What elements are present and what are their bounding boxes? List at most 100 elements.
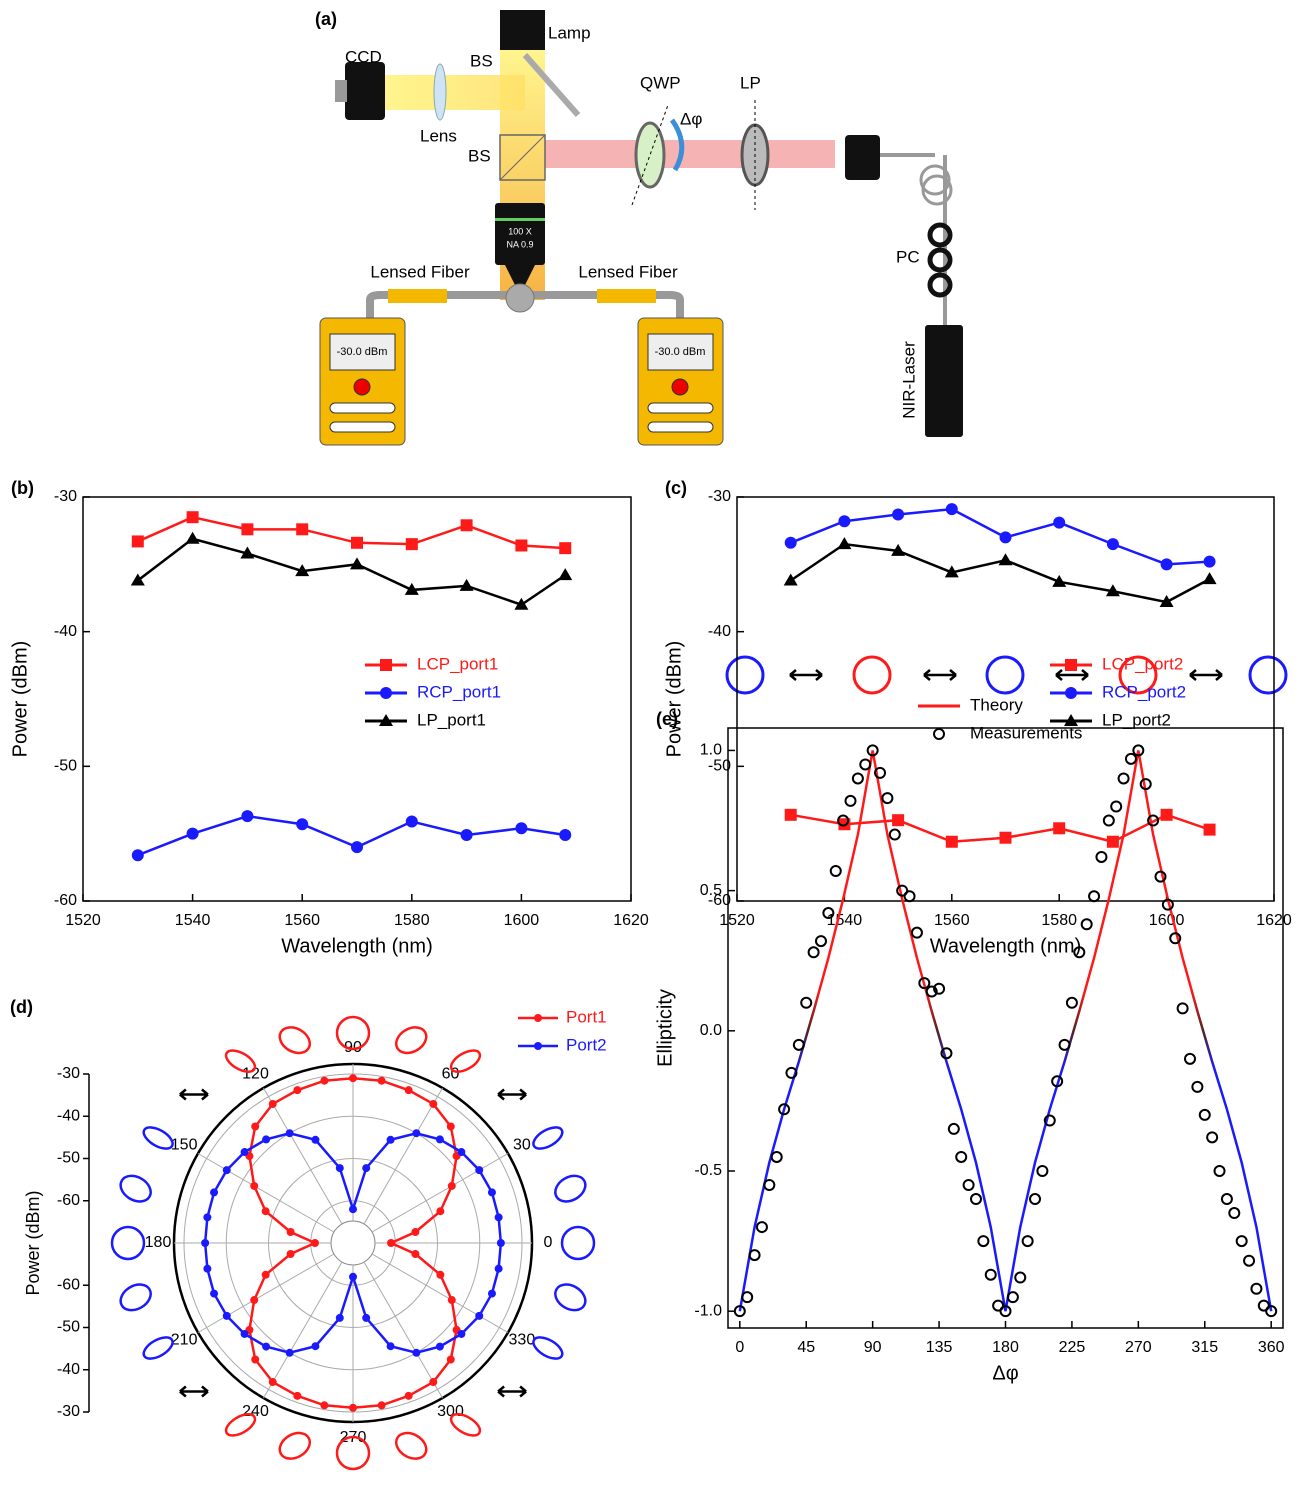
marker (1030, 1194, 1040, 1204)
marker (515, 539, 527, 551)
marker (132, 535, 144, 547)
marker (349, 1074, 357, 1082)
marker (559, 542, 571, 554)
x-tick-label: 1540 (827, 912, 863, 929)
marker (296, 818, 308, 830)
marker (349, 1205, 357, 1213)
marker (750, 1250, 760, 1260)
marker (1204, 824, 1216, 836)
marker (1200, 1110, 1210, 1120)
state-icon (530, 1333, 566, 1363)
marker (241, 523, 253, 535)
marker (497, 1239, 505, 1247)
x-tick-label: 360 (1258, 1339, 1285, 1356)
marker (475, 1166, 483, 1174)
marker (1065, 659, 1077, 671)
marker (1126, 754, 1136, 764)
x-axis-title: Δφ (992, 1362, 1018, 1384)
marker (905, 891, 915, 901)
y-axis-title: Power (dBm) (663, 641, 685, 758)
marker (311, 1342, 319, 1350)
y-tick-label: 0.0 (700, 1022, 722, 1039)
marker (262, 1135, 270, 1143)
laser-beam (545, 140, 835, 168)
marker (406, 538, 418, 550)
marker (837, 537, 851, 549)
marker (1161, 558, 1173, 570)
polarization-icon (854, 657, 890, 693)
r-tick-label: -60 (57, 1192, 80, 1209)
marker (250, 1296, 258, 1304)
lens (434, 64, 446, 120)
marker (223, 1312, 231, 1320)
marker (448, 1296, 456, 1304)
x-tick-label: 225 (1059, 1339, 1086, 1356)
marker (387, 1239, 395, 1247)
marker (1229, 1208, 1239, 1218)
marker (846, 796, 856, 806)
r-tick-label: -40 (57, 1107, 80, 1124)
state-icon (116, 1279, 155, 1315)
y-tick-label: 1.0 (700, 742, 722, 759)
component-label: BS (468, 146, 491, 165)
marker (515, 822, 527, 834)
polarization-icon (1250, 657, 1286, 693)
x-tick-label: 1620 (613, 912, 649, 929)
r-tick-label: -30 (57, 1403, 80, 1420)
fiber-collimator (845, 135, 880, 180)
marker (1111, 802, 1121, 812)
marker (460, 579, 474, 591)
marker (1244, 1256, 1254, 1266)
marker (1053, 517, 1065, 529)
marker (447, 1122, 455, 1130)
ccd-back (335, 80, 347, 102)
marker (999, 553, 1013, 565)
marker (488, 1290, 496, 1298)
marker (351, 841, 363, 853)
x-axis-title: Wavelength (nm) (281, 935, 433, 957)
x-tick-label: 45 (797, 1339, 815, 1356)
marker (794, 1040, 804, 1050)
marker (203, 1265, 211, 1273)
panel-label: (e) (656, 709, 678, 729)
marker (853, 773, 863, 783)
x-tick-label: 135 (926, 1339, 953, 1356)
marker (801, 998, 811, 1008)
meter-key (648, 403, 713, 413)
marker (1037, 1166, 1047, 1176)
marker (785, 809, 797, 821)
marker (411, 1228, 419, 1236)
marker (349, 1404, 357, 1412)
x-tick-label: 1620 (1256, 912, 1292, 929)
marker (203, 1213, 211, 1221)
marker (1237, 1236, 1247, 1246)
component-label: CCD (345, 47, 382, 66)
polarization-icon (790, 670, 822, 680)
state-icon (275, 1428, 314, 1464)
x-tick-label: 1560 (284, 912, 320, 929)
marker (436, 1207, 444, 1215)
marker (1060, 1040, 1070, 1050)
legend-label: Port1 (566, 1007, 607, 1026)
marker (378, 1401, 386, 1409)
component-label: Lamp (548, 23, 591, 42)
x-tick-label: 1600 (504, 912, 540, 929)
marker (946, 503, 958, 515)
panel-label: (b) (11, 478, 34, 498)
component-label: Lensed Fiber (578, 262, 678, 281)
marker (964, 1180, 974, 1190)
marker (860, 759, 870, 769)
marker (912, 928, 922, 938)
r-axis-title: Power (dBm) (23, 1190, 43, 1295)
marker (1185, 1054, 1195, 1064)
marker (411, 1250, 419, 1258)
y-tick-label: -30 (54, 488, 77, 505)
x-axis-title: Wavelength (nm) (930, 935, 1082, 957)
marker (892, 509, 904, 521)
fiber-holder (597, 289, 656, 303)
marker (892, 814, 904, 826)
x-tick-label: 1560 (934, 912, 970, 929)
y-tick-label: -40 (54, 623, 77, 640)
marker (286, 1129, 294, 1137)
marker (436, 1343, 444, 1351)
